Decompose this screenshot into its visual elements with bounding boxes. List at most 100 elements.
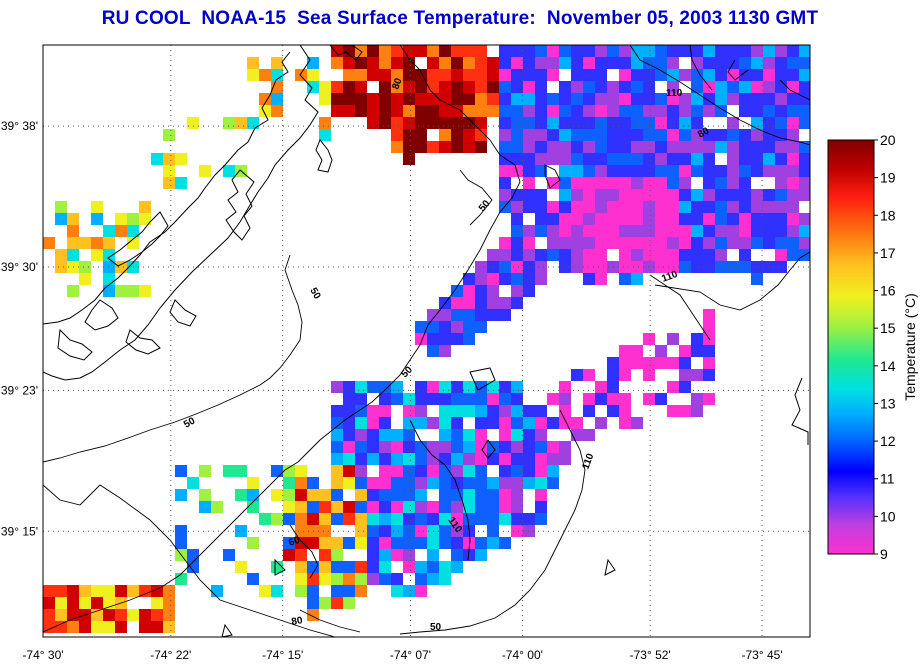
- contour-label: 110: [666, 88, 683, 99]
- sst-pixel: [595, 189, 607, 201]
- latitude-labels: 39° 38' 39° 30' 39° 23' 39° 15': [1, 119, 38, 538]
- sst-pixel: [343, 585, 355, 597]
- sst-pixel: [463, 309, 475, 321]
- sst-pixel: [391, 549, 403, 561]
- sst-pixel: [703, 141, 715, 153]
- sst-pixel: [583, 105, 595, 117]
- sst-pixel: [607, 357, 619, 369]
- sst-pixel: [799, 141, 810, 153]
- sst-pixel: [463, 285, 475, 297]
- sst-pixel: [391, 117, 403, 129]
- sst-pixel: [763, 165, 775, 177]
- sst-pixel: [655, 393, 667, 405]
- sst-pixel: [379, 429, 391, 441]
- sst-pixel: [379, 45, 391, 57]
- sst-pixel: [607, 177, 619, 189]
- sst-pixel: [415, 537, 427, 549]
- sst-pixel: [643, 93, 655, 105]
- sst-pixel: [235, 561, 247, 573]
- sst-pixel: [91, 213, 103, 225]
- sst-pixel: [643, 45, 655, 57]
- sst-pixel: [403, 405, 415, 417]
- sst-pixel: [703, 129, 715, 141]
- sst-pixel: [439, 489, 451, 501]
- sst-pixel: [751, 273, 763, 285]
- sst-pixel: [451, 333, 463, 345]
- sst-pixel: [343, 69, 355, 81]
- sst-pixel: [427, 309, 439, 321]
- sst-pixel: [427, 45, 439, 57]
- sst-pixel: [631, 141, 643, 153]
- sst-pixel: [787, 165, 799, 177]
- sst-pixel: [499, 177, 511, 189]
- sst-pixel: [727, 153, 739, 165]
- longitude-labels: -74° 30' -74° 22' -74° 15' -74° 07' -74° 00'…: [22, 648, 782, 662]
- sst-pixel: [751, 105, 763, 117]
- sst-pixel: [511, 273, 523, 285]
- sst-pixel: [775, 57, 787, 69]
- sst-pixel: [403, 153, 415, 165]
- sst-pixel: [115, 621, 127, 633]
- sst-pixel: [451, 141, 463, 153]
- sst-pixel: [439, 45, 451, 57]
- sst-pixel: [751, 141, 763, 153]
- sst-pixel: [259, 105, 271, 117]
- sst-pixel: [715, 177, 727, 189]
- sst-pixel: [367, 441, 379, 453]
- sst-pixel: [619, 189, 631, 201]
- sst-pixel: [403, 417, 415, 429]
- contour-label: 50: [307, 286, 322, 302]
- sst-pixel: [667, 381, 679, 393]
- sst-pixel: [463, 381, 475, 393]
- sst-pixel: [319, 549, 331, 561]
- sst-pixel: [415, 381, 427, 393]
- sst-pixel: [715, 165, 727, 177]
- sst-pixel: [319, 573, 331, 585]
- sst-pixel: [379, 549, 391, 561]
- sst-pixel: [379, 381, 391, 393]
- sst-pixel: [655, 213, 667, 225]
- sst-pixel: [499, 453, 511, 465]
- sst-pixel: [355, 417, 367, 429]
- sst-pixel: [679, 213, 691, 225]
- sst-pixel: [427, 69, 439, 81]
- sst-pixel: [499, 489, 511, 501]
- sst-pixel: [103, 621, 115, 633]
- sst-pixel: [547, 117, 559, 129]
- sst-pixel: [739, 165, 751, 177]
- lat-tick-label: 39° 30': [1, 260, 38, 274]
- sst-pixel: [355, 429, 367, 441]
- sst-pixel: [283, 549, 295, 561]
- sst-pixel: [739, 261, 751, 273]
- sst-pixel: [571, 237, 583, 249]
- sst-pixel: [403, 45, 415, 57]
- sst-pixel: [787, 45, 799, 57]
- sst-pixel: [535, 153, 547, 165]
- sst-pixel: [583, 189, 595, 201]
- sst-pixel: [499, 105, 511, 117]
- sst-pixel: [451, 465, 463, 477]
- sst-pixel: [427, 549, 439, 561]
- sst-pixel: [247, 477, 259, 489]
- sst-pixel: [679, 405, 691, 417]
- sst-pixel: [43, 237, 55, 249]
- sst-pixel: [751, 225, 763, 237]
- sst-pixel: [271, 93, 283, 105]
- sst-pixel: [595, 69, 607, 81]
- sst-pixel: [127, 609, 139, 621]
- sst-pixel: [271, 465, 283, 477]
- sst-pixel: [295, 465, 307, 477]
- sst-pixel: [715, 105, 727, 117]
- sst-pixel: [775, 129, 787, 141]
- sst-pixel: [499, 81, 511, 93]
- sst-pixel: [631, 69, 643, 81]
- sst-pixel: [511, 489, 523, 501]
- sst-pixel: [715, 249, 727, 261]
- sst-pixel: [475, 453, 487, 465]
- sst-pixel: [535, 165, 547, 177]
- sst-pixel: [547, 201, 559, 213]
- sst-pixel: [775, 225, 787, 237]
- sst-pixel: [463, 333, 475, 345]
- sst-pixel: [787, 93, 799, 105]
- sst-pixel: [739, 57, 751, 69]
